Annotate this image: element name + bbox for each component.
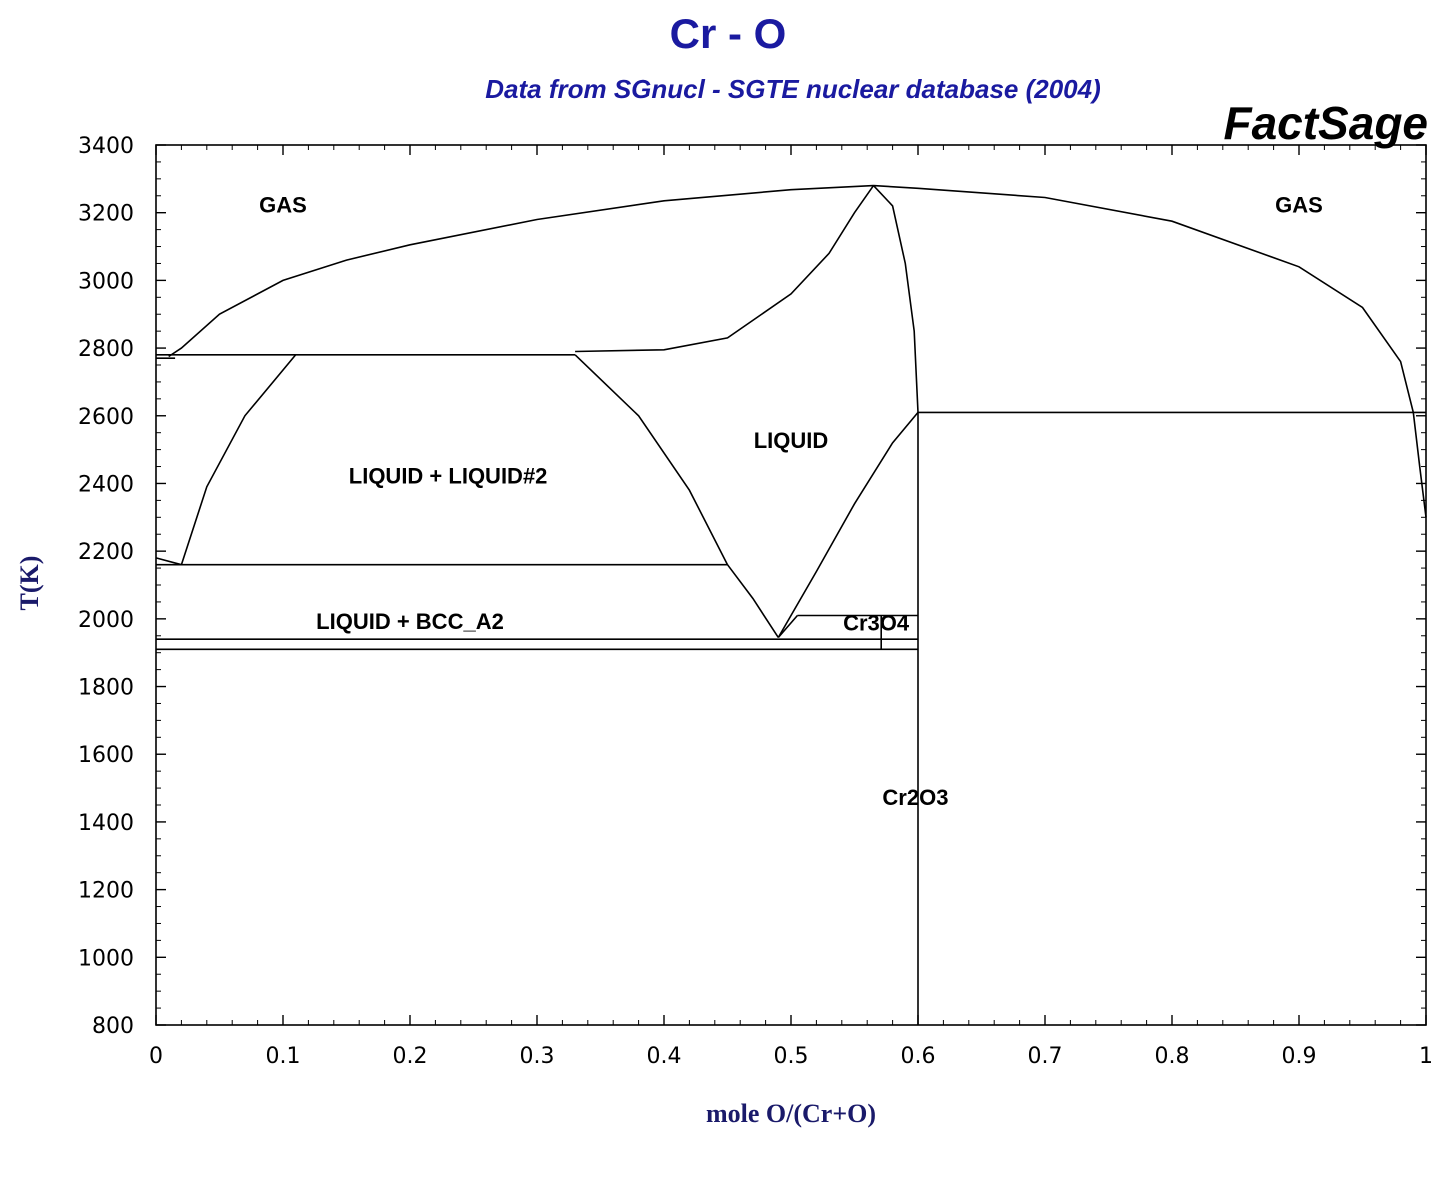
region-label: LIQUID + LIQUID#2 [349, 463, 548, 488]
x-tick-label: 0.6 [901, 1044, 936, 1069]
y-tick-label: 800 [92, 1014, 134, 1039]
plot-frame [155, 144, 1427, 1026]
phase-boundary-miscibility-gap-right [574, 354, 729, 566]
phase-boundaries [155, 184, 1427, 1025]
y-tick-label: 3000 [78, 269, 134, 294]
axis-ticks: 0 0.1 0.2 0.3 0.4 0.5 0.6 0.7 0.8 0.9 180010001200… [78, 134, 1433, 1069]
y-tick-label: 1200 [78, 879, 134, 904]
phase-boundary-gas-liquidus-left [168, 184, 874, 358]
region-label: GAS [259, 193, 307, 218]
y-tick-label: 2400 [78, 472, 134, 497]
phase-boundary-liquid-to-eutectic [726, 564, 779, 638]
chart-subtitle: Data from SGnucl - SGTE nuclear database… [485, 74, 1101, 104]
y-tick-label: 2600 [78, 405, 134, 430]
x-axis-title: mole O/(Cr+O) [706, 1099, 876, 1128]
phase-boundary-gas-liquidus-right [873, 184, 1427, 518]
chart-title: Cr - O [669, 10, 787, 57]
x-tick-label: 0.5 [774, 1044, 809, 1069]
phase-boundary-bcc-liquidus-small [155, 557, 182, 566]
y-tick-label: 1000 [78, 946, 134, 971]
phase-boundary-liquid-upper-boundary [575, 185, 875, 353]
phase-boundary-cr2o3-liquidus [872, 185, 919, 413]
y-tick-label: 1600 [78, 743, 134, 768]
x-tick-label: 0.7 [1028, 1044, 1063, 1069]
phase-boundary-miscibility-gap-left [180, 354, 297, 565]
x-tick-label: 0.3 [520, 1044, 555, 1069]
region-label: GAS [1275, 193, 1323, 218]
y-tick-label: 3200 [78, 202, 134, 227]
y-tick-label: 1400 [78, 811, 134, 836]
x-tick-label: 0.8 [1155, 1044, 1190, 1069]
x-tick-label: 0.2 [393, 1044, 428, 1069]
y-tick-label: 1800 [78, 676, 134, 701]
x-tick-label: 0.4 [647, 1044, 682, 1069]
region-label: Cr2O3 [882, 785, 948, 810]
region-label: LIQUID [754, 428, 829, 453]
y-tick-label: 2800 [78, 337, 134, 362]
phase-boundary-cr3o4-left-edge [777, 614, 799, 639]
y-axis-title: T(K) [15, 556, 44, 611]
x-tick-label: 1 [1419, 1044, 1433, 1069]
x-tick-label: 0.9 [1282, 1044, 1317, 1069]
y-tick-label: 2000 [78, 608, 134, 633]
region-labels: GAS GAS LIQUID LIQUID + LIQUID#2 LIQUID + BC… [259, 193, 1323, 810]
phase-boundary-liquid-rise-to-cr2o3 [777, 411, 919, 638]
y-tick-label: 3400 [78, 134, 134, 159]
region-label: LIQUID + BCC_A2 [316, 609, 504, 634]
brand-logo-text: FactSage [1223, 97, 1428, 149]
y-tick-label: 2200 [78, 540, 134, 565]
region-label: Cr3O4 [843, 611, 910, 636]
plot-border [155, 144, 1427, 1026]
x-tick-label: 0.1 [266, 1044, 301, 1069]
x-tick-label: 0 [149, 1044, 163, 1069]
